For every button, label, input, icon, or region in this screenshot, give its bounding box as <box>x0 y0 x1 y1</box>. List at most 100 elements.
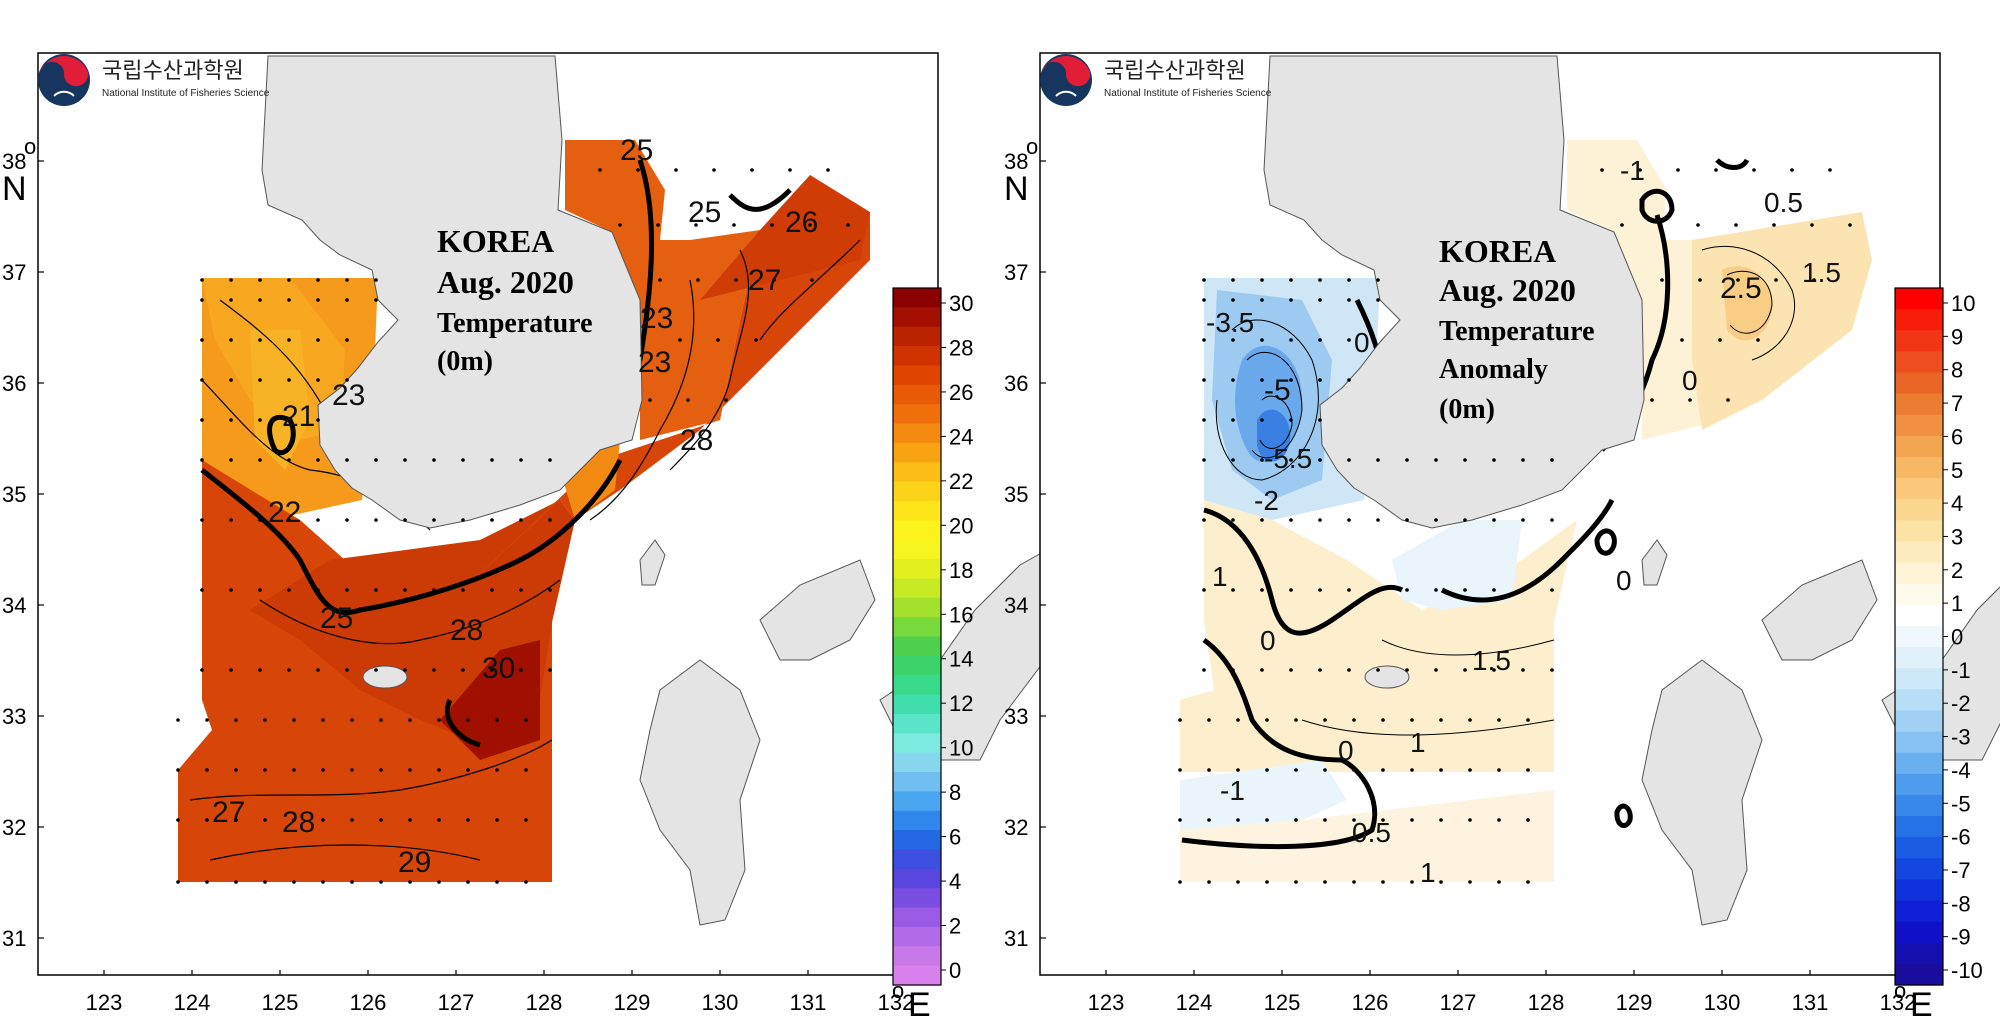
station-dot <box>345 378 349 382</box>
station-dot <box>712 168 716 172</box>
contour-label: 0 <box>1260 625 1276 656</box>
station-dot <box>1289 518 1293 522</box>
y-degree-symbol: o <box>1026 134 1038 159</box>
station-dot <box>1294 768 1298 772</box>
station-dot <box>1289 418 1293 422</box>
station-dot <box>1492 518 1496 522</box>
station-dot <box>1323 818 1327 822</box>
colorbar-swatch <box>893 636 941 657</box>
station-dot <box>1600 168 1604 172</box>
station-dot <box>1347 278 1351 282</box>
station-dot <box>1260 588 1264 592</box>
station-dot <box>656 223 660 227</box>
station-dot <box>345 298 349 302</box>
colorbar-label: 24 <box>949 424 973 449</box>
station-dot <box>1202 338 1206 342</box>
colorbar-swatch <box>1895 816 1943 838</box>
station-dot <box>345 588 349 592</box>
station-dot <box>229 378 233 382</box>
station-dot <box>374 668 378 672</box>
contour-label: 27 <box>748 264 781 297</box>
station-dot <box>316 518 320 522</box>
title-line: Anomaly <box>1439 354 1548 385</box>
colorbar-swatch <box>1895 625 1943 648</box>
colorbar-label: -3 <box>1951 725 1971 750</box>
contour-label: 28 <box>680 424 713 457</box>
station-dot <box>1410 768 1414 772</box>
station-dot <box>287 338 291 342</box>
station-dot <box>432 668 436 672</box>
station-dot <box>287 518 291 522</box>
station-dot <box>1265 718 1269 722</box>
station-dot <box>229 418 233 422</box>
station-dot <box>234 880 238 884</box>
station-dot <box>316 378 320 382</box>
station-dot <box>490 518 494 522</box>
station-dot <box>1352 880 1356 884</box>
colorbar-label: 0 <box>1951 625 1963 650</box>
station-dot <box>1405 458 1409 462</box>
station-dot <box>466 718 470 722</box>
station-dot <box>1381 818 1385 822</box>
station-dot <box>1202 668 1206 672</box>
x-tick-label: 126 <box>350 990 387 1015</box>
nifs-emblem-icon <box>1040 54 1092 106</box>
contour-label: -3.5 <box>1206 307 1254 338</box>
station-dot <box>437 818 441 822</box>
title-line: Aug. 2020 <box>1439 272 1576 308</box>
station-dot <box>200 338 204 342</box>
colorbar-swatch <box>1895 879 1943 902</box>
station-dot <box>1178 718 1182 722</box>
station-dot <box>316 298 320 302</box>
contour-label: 0 <box>1616 565 1632 596</box>
station-dot <box>316 458 320 462</box>
station-dot <box>1231 588 1235 592</box>
station-dot <box>1492 588 1496 592</box>
nifs-emblem-icon <box>38 54 90 106</box>
station-dot <box>229 588 233 592</box>
station-dot <box>176 818 180 822</box>
colorbar-swatch <box>893 384 941 405</box>
station-dot <box>200 378 204 382</box>
contour-label: 25 <box>688 196 721 229</box>
station-dot <box>1236 818 1240 822</box>
contour-label: 29 <box>398 846 431 879</box>
station-dot <box>1410 880 1414 884</box>
station-dot <box>403 668 407 672</box>
title-line: Aug. 2020 <box>437 264 574 300</box>
anomaly-map-axes: 123 124 125 126 127 128 129 130 131 132Eo38373635… <box>1004 134 1933 1024</box>
colorbar-swatch <box>893 868 941 889</box>
station-dot <box>1318 338 1322 342</box>
station-dot <box>1352 818 1356 822</box>
colorbar-swatch <box>1895 414 1943 437</box>
colorbar-swatch <box>893 713 941 734</box>
colorbar-label: 12 <box>949 691 973 716</box>
station-dot <box>1352 768 1356 772</box>
station-dot <box>1810 223 1814 227</box>
station-dot <box>1202 378 1206 382</box>
station-dot <box>408 880 412 884</box>
station-dot <box>788 168 792 172</box>
station-dot <box>287 278 291 282</box>
station-dot <box>519 588 523 592</box>
station-dot <box>495 718 499 722</box>
station-dot <box>1526 880 1530 884</box>
colorbar-label: -2 <box>1951 691 1971 716</box>
station-dot <box>524 768 528 772</box>
station-dot <box>345 668 349 672</box>
station-dot <box>772 278 776 282</box>
colorbar-swatch <box>1895 647 1943 669</box>
station-dot <box>1289 338 1293 342</box>
x-tick-label: 130 <box>1704 990 1741 1015</box>
contour-label: -5.5 <box>1264 443 1312 474</box>
station-dot <box>263 718 267 722</box>
station-dot <box>200 588 204 592</box>
station-dot <box>229 668 233 672</box>
station-dot <box>432 588 436 592</box>
station-dot <box>648 398 652 402</box>
station-dot <box>1550 518 1554 522</box>
x-axis-direction: E <box>1910 986 1933 1024</box>
station-dot <box>1260 278 1264 282</box>
colorbar-swatch <box>893 655 941 676</box>
station-dot <box>1381 718 1385 722</box>
